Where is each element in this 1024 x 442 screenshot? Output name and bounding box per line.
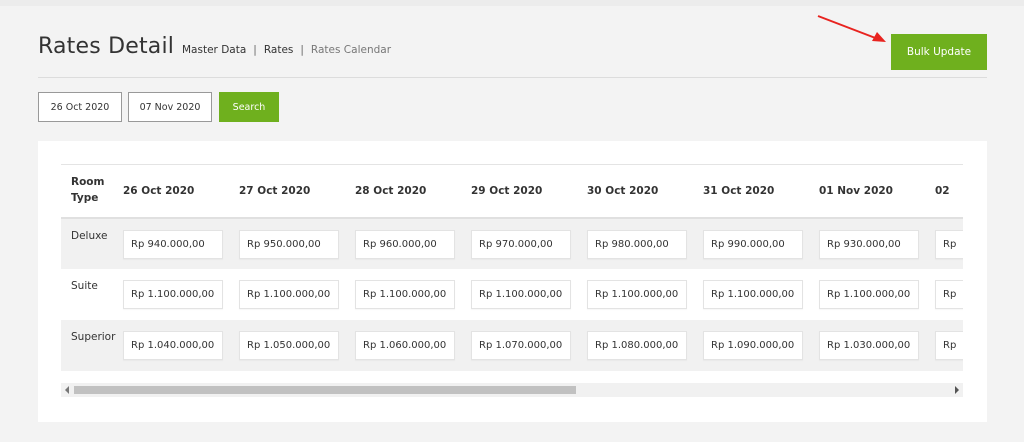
column-header: 28 Oct 2020 — [355, 165, 471, 219]
rate-input[interactable]: Rp — [935, 331, 963, 360]
table-row: Deluxe Rp 940.000,00 Rp 950.000,00 Rp 96… — [61, 218, 963, 269]
breadcrumb-separator: | — [253, 44, 257, 56]
rate-input[interactable]: Rp 980.000,00 — [587, 230, 687, 259]
rate-input[interactable]: Rp — [935, 230, 963, 259]
top-bar — [0, 0, 1024, 6]
rates-table-container: Room Type 26 Oct 2020 27 Oct 2020 28 Oct… — [61, 164, 963, 371]
rate-input[interactable]: Rp 930.000,00 — [819, 230, 919, 259]
room-type-header-line1: Room — [71, 176, 105, 189]
rate-input[interactable]: Rp 1.100.000,00 — [239, 280, 339, 309]
rate-input[interactable]: Rp 1.060.000,00 — [355, 331, 455, 360]
date-to-input[interactable]: 07 Nov 2020 — [128, 92, 212, 122]
scrollbar-thumb[interactable] — [74, 386, 576, 394]
column-header: 02 — [935, 165, 963, 219]
horizontal-scrollbar[interactable] — [61, 383, 963, 397]
room-name: Deluxe — [61, 218, 123, 269]
bulk-update-button[interactable]: Bulk Update — [891, 34, 987, 70]
column-header: 31 Oct 2020 — [703, 165, 819, 219]
rate-input[interactable]: Rp 1.100.000,00 — [355, 280, 455, 309]
rate-input[interactable]: Rp 1.070.000,00 — [471, 331, 571, 360]
rate-input[interactable]: Rp 1.040.000,00 — [123, 331, 223, 360]
rate-input[interactable]: Rp 1.050.000,00 — [239, 331, 339, 360]
rates-table: Room Type 26 Oct 2020 27 Oct 2020 28 Oct… — [61, 165, 963, 371]
rate-input[interactable]: Rp 1.100.000,00 — [123, 280, 223, 309]
rate-input[interactable]: Rp 970.000,00 — [471, 230, 571, 259]
breadcrumb: Master Data | Rates | Rates Calendar — [182, 44, 391, 56]
breadcrumb-rates-calendar: Rates Calendar — [310, 44, 392, 56]
column-header: 30 Oct 2020 — [587, 165, 703, 219]
table-row: Superior Rp 1.040.000,00 Rp 1.050.000,00… — [61, 320, 963, 371]
rate-input[interactable]: Rp 1.100.000,00 — [703, 280, 803, 309]
room-name: Superior — [61, 320, 123, 371]
arrow-annotation — [817, 15, 886, 42]
scroll-left-icon[interactable] — [65, 386, 69, 394]
date-from-input[interactable]: 26 Oct 2020 — [38, 92, 122, 122]
room-type-header: Room Type — [61, 165, 123, 219]
page-title: Rates Detail — [38, 34, 175, 59]
table-row: Suite Rp 1.100.000,00 Rp 1.100.000,00 Rp… — [61, 269, 963, 320]
rate-input[interactable]: Rp 960.000,00 — [355, 230, 455, 259]
room-name: Suite — [71, 280, 98, 292]
rate-input[interactable]: Rp 940.000,00 — [123, 230, 223, 259]
rate-input[interactable]: Rp 1.030.000,00 — [819, 331, 919, 360]
rate-input[interactable]: Rp 1.090.000,00 — [703, 331, 803, 360]
room-type-header-line2: Type — [71, 192, 99, 204]
rate-input[interactable]: Rp 1.100.000,00 — [819, 280, 919, 309]
table-header-row: Room Type 26 Oct 2020 27 Oct 2020 28 Oct… — [61, 165, 963, 219]
column-header: 27 Oct 2020 — [239, 165, 355, 219]
breadcrumb-rates[interactable]: Rates — [263, 44, 294, 56]
rate-input[interactable]: Rp 950.000,00 — [239, 230, 339, 259]
rate-input[interactable]: Rp 990.000,00 — [703, 230, 803, 259]
rate-input[interactable]: Rp 1.100.000,00 — [471, 280, 571, 309]
rates-panel: Room Type 26 Oct 2020 27 Oct 2020 28 Oct… — [38, 141, 987, 422]
header-divider — [38, 77, 987, 78]
breadcrumb-master-data[interactable]: Master Data — [182, 44, 247, 56]
rate-input[interactable]: Rp 1.100.000,00 — [587, 280, 687, 309]
rate-input[interactable]: Rp — [935, 280, 963, 309]
column-header: 26 Oct 2020 — [123, 165, 239, 219]
column-header: 01 Nov 2020 — [819, 165, 935, 219]
search-button[interactable]: Search — [219, 92, 279, 122]
rate-input[interactable]: Rp 1.080.000,00 — [587, 331, 687, 360]
breadcrumb-separator: | — [300, 44, 304, 56]
scroll-right-icon[interactable] — [955, 386, 959, 394]
column-header: 29 Oct 2020 — [471, 165, 587, 219]
